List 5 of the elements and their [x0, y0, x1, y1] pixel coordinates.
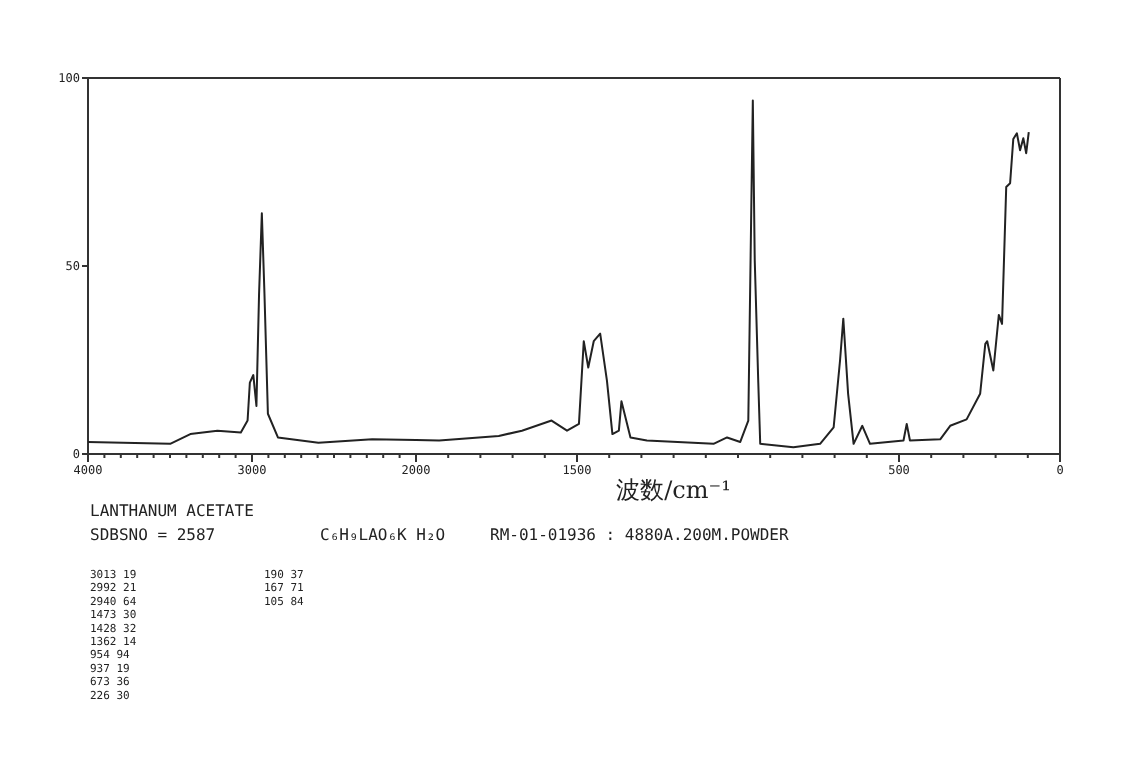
- text: RM-01-01936 : 4880A.200M.POWDER: [490, 526, 789, 544]
- x-axis-title: 波数/cm⁻¹: [616, 476, 731, 504]
- text: SDBSNO = 2587: [90, 526, 216, 544]
- text: LANTHANUM ACETATE: [90, 502, 255, 520]
- text: C₆H₉LAO₆K H₂O: [320, 526, 446, 544]
